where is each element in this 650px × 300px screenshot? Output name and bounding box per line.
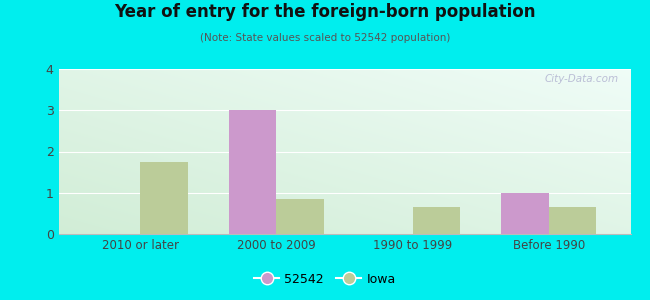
Text: (Note: State values scaled to 52542 population): (Note: State values scaled to 52542 popu…	[200, 33, 450, 43]
Bar	[229, 110, 276, 234]
Bar	[501, 193, 549, 234]
Text: City-Data.com: City-Data.com	[545, 74, 619, 84]
Bar	[276, 199, 324, 234]
Text: Year of entry for the foreign-born population: Year of entry for the foreign-born popul…	[114, 3, 536, 21]
Legend: 52542, Iowa: 52542, Iowa	[250, 268, 400, 291]
Bar	[549, 207, 597, 234]
Bar	[413, 207, 460, 234]
Bar	[140, 162, 188, 234]
